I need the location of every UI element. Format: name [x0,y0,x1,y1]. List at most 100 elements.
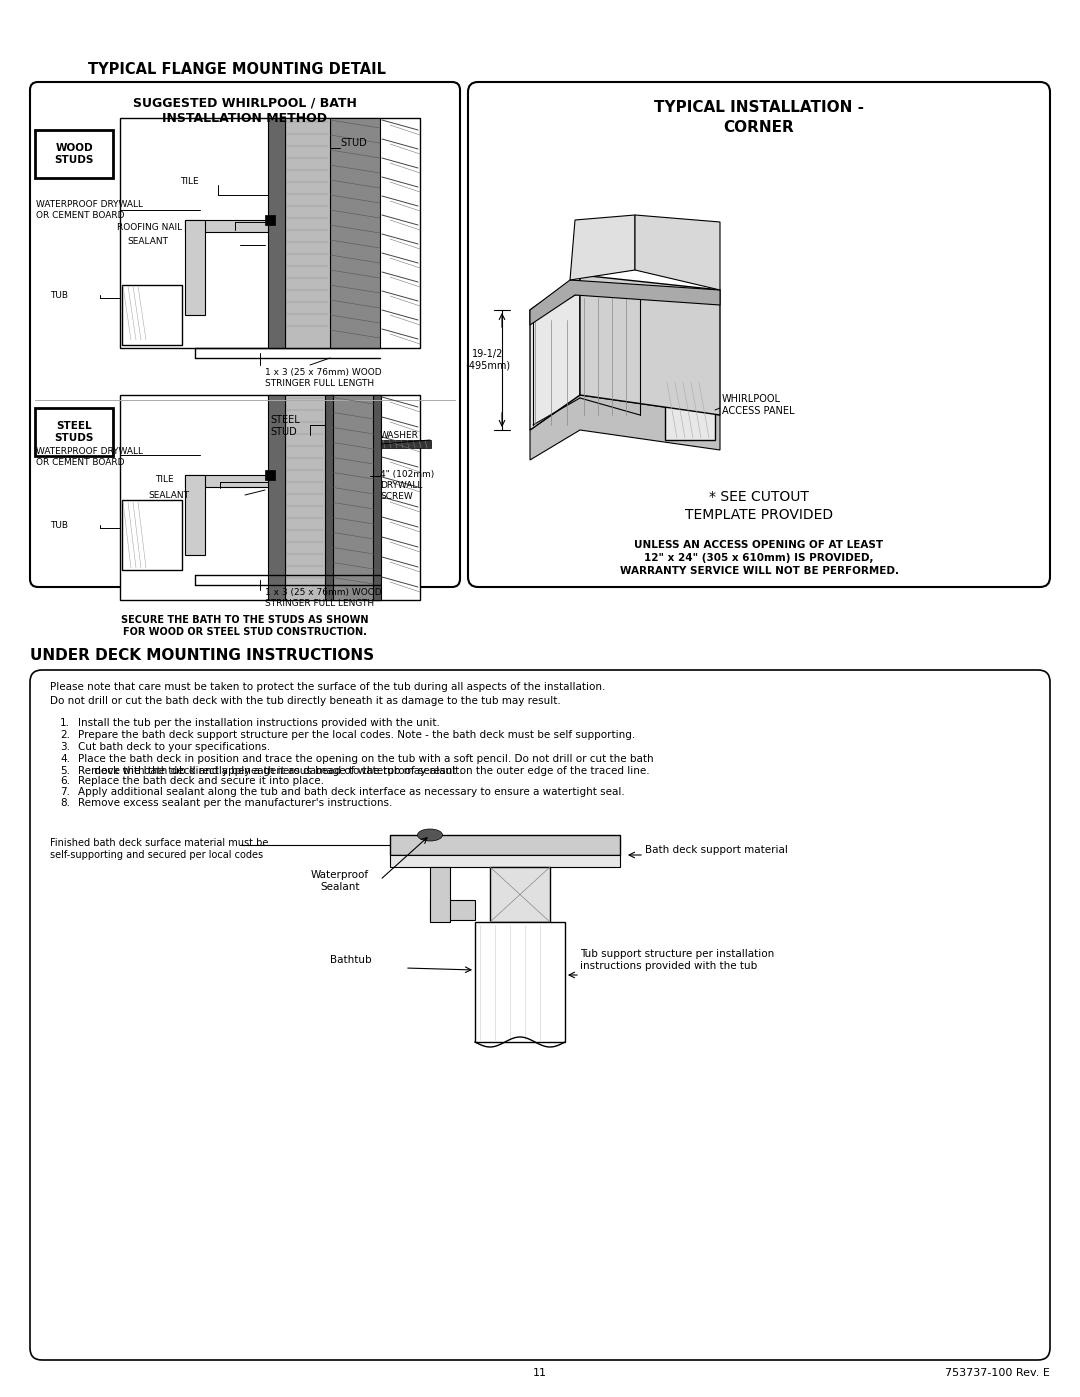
Bar [185,475,205,555]
Text: CORNER: CORNER [724,120,795,136]
Text: TEMPLATE PROVIDED: TEMPLATE PROVIDED [685,509,833,522]
Bar [185,475,268,488]
Text: INSTALLATION METHOD: INSTALLATION METHOD [162,112,327,124]
Text: WHIRLPOOL
ACCESS PANEL: WHIRLPOOL ACCESS PANEL [723,394,795,416]
Bar [285,117,330,348]
Text: Tub support structure per installation
instructions provided with the tub: Tub support structure per installation i… [580,949,774,971]
Text: 6.: 6. [60,775,70,787]
Text: Bathtub: Bathtub [330,956,372,965]
Text: OR CEMENT BOARD: OR CEMENT BOARD [36,458,124,467]
Polygon shape [580,275,720,415]
Bar [330,395,380,599]
Text: Waterproof
Sealant: Waterproof Sealant [311,870,369,891]
Text: 7.: 7. [60,787,70,798]
Bar [120,117,420,348]
Text: 1 x 3 (25 x 76mm) WOOD: 1 x 3 (25 x 76mm) WOOD [265,367,381,377]
Text: Finished bath deck surface material must be
self-supporting and secured per loca: Finished bath deck surface material must… [50,838,268,859]
Bar [268,395,285,599]
Text: SCREW: SCREW [380,492,413,502]
Polygon shape [635,215,720,291]
Text: TUB: TUB [50,521,68,529]
Text: OR CEMENT BOARD: OR CEMENT BOARD [36,211,124,219]
Text: 1.: 1. [60,718,70,728]
Text: SECURE THE BATH TO THE STUDS AS SHOWN: SECURE THE BATH TO THE STUDS AS SHOWN [121,615,368,624]
Text: 5.: 5. [60,766,70,775]
Text: 3.: 3. [60,742,70,752]
Text: Please note that care must be taken to protect the surface of the tub during all: Please note that care must be taken to p… [50,682,606,692]
Text: deck with the tub directly beneath it as damage to the tub may result.: deck with the tub directly beneath it as… [78,766,462,775]
Text: 8.: 8. [60,798,70,807]
Bar [265,215,275,225]
Text: Place the bath deck in position and trace the opening on the tub with a soft pen: Place the bath deck in position and trac… [78,754,653,764]
Text: Cut bath deck to your specifications.: Cut bath deck to your specifications. [78,742,270,752]
Bar [390,835,620,855]
Text: WATERPROOF DRYWALL: WATERPROOF DRYWALL [36,447,143,455]
Bar [185,219,205,314]
Text: Apply additional sealant along the tub and bath deck interface as necessary to e: Apply additional sealant along the tub a… [78,787,624,798]
Text: Bath deck support material: Bath deck support material [645,845,788,855]
Ellipse shape [418,828,443,841]
Text: Do not drill or cut the bath deck with the tub directly beneath it as damage to : Do not drill or cut the bath deck with t… [50,696,561,705]
Text: TUB: TUB [50,291,68,299]
Polygon shape [530,275,580,430]
Text: STRINGER FULL LENGTH: STRINGER FULL LENGTH [265,599,374,608]
Text: WARRANTY SERVICE WILL NOT BE PERFORMED.: WARRANTY SERVICE WILL NOT BE PERFORMED. [620,566,899,576]
Bar [665,380,715,440]
Text: SUGGESTED WHIRLPOOL / BATH: SUGGESTED WHIRLPOOL / BATH [133,96,356,109]
Text: UNDER DECK MOUNTING INSTRUCTIONS: UNDER DECK MOUNTING INSTRUCTIONS [30,648,374,664]
Text: WATERPROOF DRYWALL: WATERPROOF DRYWALL [36,200,143,210]
Text: 4.: 4. [60,754,70,764]
Text: 4" (102mm): 4" (102mm) [380,469,434,479]
Bar [490,868,550,922]
Bar [475,922,565,1042]
Bar [381,440,431,448]
Bar [430,900,475,921]
Bar [430,868,450,922]
Text: 1 x 3 (25 x 76mm) WOOD: 1 x 3 (25 x 76mm) WOOD [265,588,381,597]
Bar [185,219,268,232]
Text: 2.: 2. [60,731,70,740]
Bar [265,469,275,481]
Text: 19-1/2
(495mm): 19-1/2 (495mm) [465,349,511,370]
Text: STRINGER FULL LENGTH: STRINGER FULL LENGTH [265,379,374,388]
Text: STEEL: STEEL [270,415,300,425]
Text: 753737-100 Rev. E: 753737-100 Rev. E [945,1368,1050,1377]
Bar [390,855,620,868]
Bar [325,395,333,599]
Text: Replace the bath deck and secure it into place.: Replace the bath deck and secure it into… [78,775,324,787]
Bar [330,117,380,348]
Text: Prepare the bath deck support structure per the local codes. Note - the bath dec: Prepare the bath deck support structure … [78,731,635,740]
Polygon shape [530,279,720,326]
Text: Remove the bath deck and apply a generous bead of waterproof sealant on the oute: Remove the bath deck and apply a generou… [78,766,650,775]
Bar [122,500,183,570]
Text: Install the tub per the installation instructions provided with the unit.: Install the tub per the installation ins… [78,718,440,728]
Text: ROOFING NAIL: ROOFING NAIL [117,224,183,232]
Text: Remove excess sealant per the manufacturer's instructions.: Remove excess sealant per the manufactur… [78,798,392,807]
Text: UNLESS AN ACCESS OPENING OF AT LEAST: UNLESS AN ACCESS OPENING OF AT LEAST [634,541,883,550]
Text: TILE: TILE [156,475,174,485]
Bar [268,117,285,348]
Bar [120,395,420,599]
Text: STUD: STUD [270,427,297,437]
Text: * SEE CUTOUT: * SEE CUTOUT [710,490,809,504]
Bar [285,395,325,599]
Bar [373,395,381,599]
Text: 11: 11 [534,1368,546,1377]
Text: TYPICAL INSTALLATION -: TYPICAL INSTALLATION - [654,101,864,115]
Text: FOR WOOD OR STEEL STUD CONSTRUCTION.: FOR WOOD OR STEEL STUD CONSTRUCTION. [123,627,367,637]
Text: WASHER: WASHER [380,430,419,440]
Bar [35,130,113,177]
Text: STEEL
STUDS: STEEL STUDS [54,422,94,443]
Text: SEALANT: SEALANT [148,490,189,500]
Text: DRYWALL: DRYWALL [380,481,422,490]
Text: TILE: TILE [180,177,199,187]
Text: 12" x 24" (305 x 610mm) IS PROVIDED,: 12" x 24" (305 x 610mm) IS PROVIDED, [645,553,874,563]
Text: SEALANT: SEALANT [127,237,168,246]
Polygon shape [530,395,720,460]
Text: WOOD
STUDS: WOOD STUDS [54,144,94,165]
Bar [35,408,113,455]
Text: TYPICAL FLANGE MOUNTING DETAIL: TYPICAL FLANGE MOUNTING DETAIL [87,61,386,77]
Polygon shape [570,215,635,279]
Text: STUD: STUD [340,138,367,148]
Bar [122,285,183,345]
